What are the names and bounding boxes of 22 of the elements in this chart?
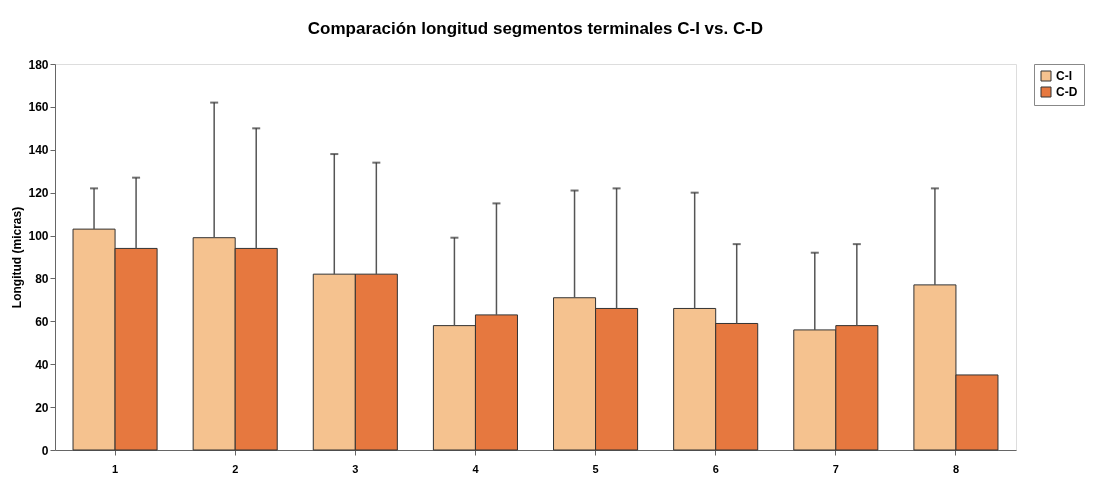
y-tick-label: 160 (28, 100, 49, 115)
x-tick-label: 6 (712, 462, 719, 475)
legend-label: C-D (1056, 85, 1078, 99)
y-tick-label: 40 (35, 357, 49, 372)
x-tick-label: 5 (592, 462, 599, 475)
x-tick-label: 8 (952, 462, 959, 475)
x-tick-label: 2 (232, 462, 239, 475)
y-tick-label: 120 (28, 186, 49, 201)
y-tick-label: 60 (35, 314, 49, 329)
x-tick-label: 7 (832, 462, 839, 475)
y-tick-label: 100 (28, 229, 49, 244)
y-axis-title: Longitud (micras) (10, 206, 25, 309)
y-tick-label: 80 (35, 271, 49, 286)
y-tick-label: 20 (35, 400, 49, 415)
x-tick-label: 1 (112, 462, 119, 475)
legend-label: C-I (1056, 69, 1072, 83)
y-tick-label: 140 (28, 143, 49, 158)
x-tick-label: 4 (472, 462, 480, 475)
x-tick-label: 3 (352, 462, 359, 475)
chart-title: Comparación longitud segmentos terminales C-I vs. C-D (307, 19, 764, 38)
y-tick-label: 0 (41, 443, 49, 458)
y-tick-label: 180 (28, 57, 49, 72)
